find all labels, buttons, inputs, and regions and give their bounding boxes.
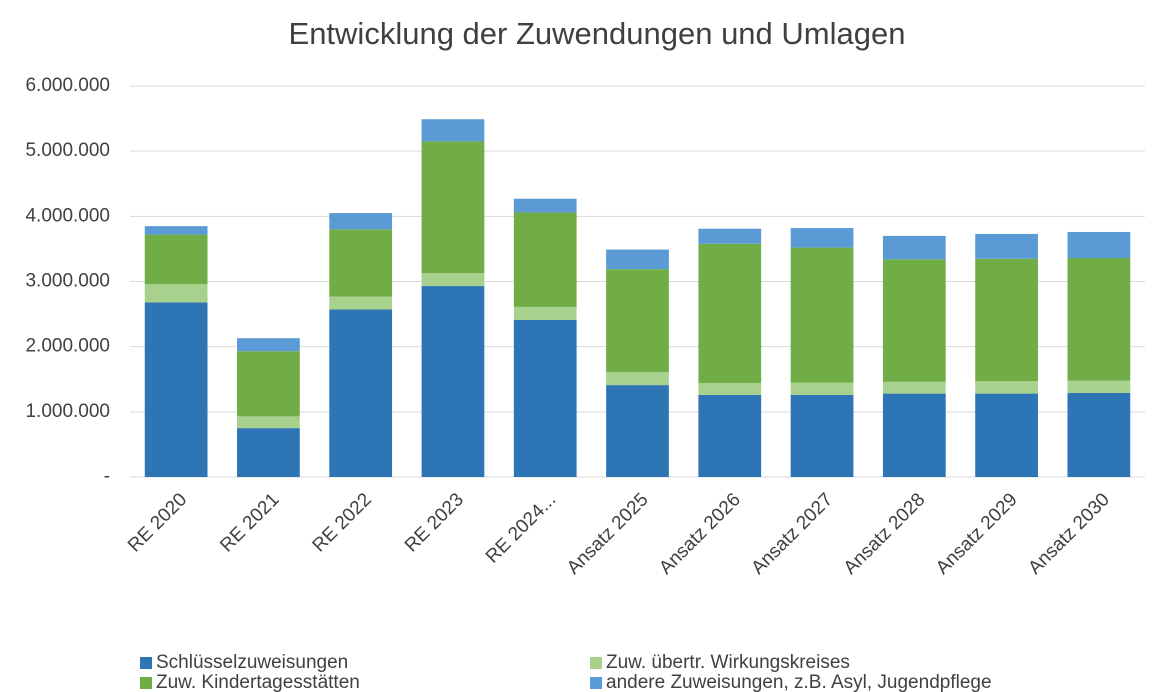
x-tick-label: Ansatz 2029 xyxy=(932,489,1022,579)
bar-segment xyxy=(790,228,854,248)
bar-segment xyxy=(237,428,300,477)
bar-segment xyxy=(1067,380,1131,393)
bar-segment xyxy=(144,284,208,303)
legend-label: andere Zuweisungen, z.B. Asyl, Jugendpfl… xyxy=(606,672,992,692)
bar-segment xyxy=(606,269,669,373)
y-tick-label: - xyxy=(104,466,110,487)
legend-label: Zuw. Kindertagesstätten xyxy=(156,672,360,692)
bar-segment xyxy=(144,226,208,235)
bar-segment xyxy=(421,119,485,142)
bar-segment xyxy=(1067,231,1131,259)
bar-segment xyxy=(698,394,762,477)
x-tick-label: Ansatz 2026 xyxy=(655,489,745,579)
bar-segment xyxy=(790,394,854,477)
bar-segment xyxy=(1067,258,1131,381)
y-tick-label: 3.000.000 xyxy=(25,271,110,292)
bar-segment xyxy=(975,393,1038,477)
bar-segment xyxy=(329,229,393,297)
x-tick-label: Ansatz 2028 xyxy=(840,489,930,579)
y-tick-label: 6.000.000 xyxy=(25,75,110,96)
bar-segment xyxy=(513,319,577,477)
x-tick-label: RE 2022 xyxy=(309,489,376,556)
bar-segment xyxy=(698,243,762,384)
bar-segment xyxy=(606,249,669,270)
bar-segment xyxy=(882,259,946,382)
x-tick-label: Ansatz 2027 xyxy=(748,489,838,579)
x-tick-label: RE 2023 xyxy=(401,489,468,556)
bar-segment xyxy=(513,198,577,213)
chart-title: Entwicklung der Zuwendungen und Umlagen xyxy=(289,16,906,51)
legend-label: Zuw. übertr. Wirkungskreises xyxy=(606,652,850,673)
bar-segment xyxy=(790,247,854,383)
legend-swatch xyxy=(140,677,152,689)
bar-segment xyxy=(790,382,854,395)
y-tick-label: 2.000.000 xyxy=(25,336,110,357)
x-tick-label: Ansatz 2025 xyxy=(563,489,653,579)
bar-segment xyxy=(606,372,669,386)
x-tick-label: RE 2020 xyxy=(124,489,191,556)
bar-segment xyxy=(144,302,208,477)
bar-segment xyxy=(698,228,762,244)
y-tick-label: 4.000.000 xyxy=(25,205,110,226)
bar-segment xyxy=(698,383,762,395)
legend-swatch xyxy=(590,657,602,669)
legend-label: Schlüsselzuweisungen xyxy=(156,652,348,673)
bar-segment xyxy=(144,234,208,285)
bar-segment xyxy=(329,296,393,310)
bar-segment xyxy=(421,141,485,274)
bar-segment xyxy=(1067,392,1131,477)
bar-segment xyxy=(513,306,577,320)
bar-segment xyxy=(237,416,300,429)
bar-segment xyxy=(975,381,1038,394)
legend-swatch xyxy=(590,677,602,689)
x-tick-label: RE 2024... xyxy=(482,489,560,567)
bar-segment xyxy=(975,233,1038,259)
bar-segment xyxy=(606,385,669,477)
bar-segment xyxy=(421,273,485,287)
bar-segment xyxy=(237,351,300,417)
bar-segment xyxy=(975,258,1038,382)
x-tick-label: RE 2021 xyxy=(216,489,283,556)
bar-segment xyxy=(513,212,577,307)
bar-segment xyxy=(882,381,946,394)
legend-swatch xyxy=(140,657,152,669)
bar-segment xyxy=(329,309,393,477)
y-tick-label: 5.000.000 xyxy=(25,140,110,161)
bar-segment xyxy=(882,235,946,260)
bar-segment xyxy=(882,393,946,477)
y-tick-label: 1.000.000 xyxy=(25,401,110,422)
bar-segment xyxy=(329,213,393,230)
bar-segment xyxy=(237,338,300,352)
bar-segment xyxy=(421,286,485,477)
x-tick-label: Ansatz 2030 xyxy=(1024,489,1114,579)
